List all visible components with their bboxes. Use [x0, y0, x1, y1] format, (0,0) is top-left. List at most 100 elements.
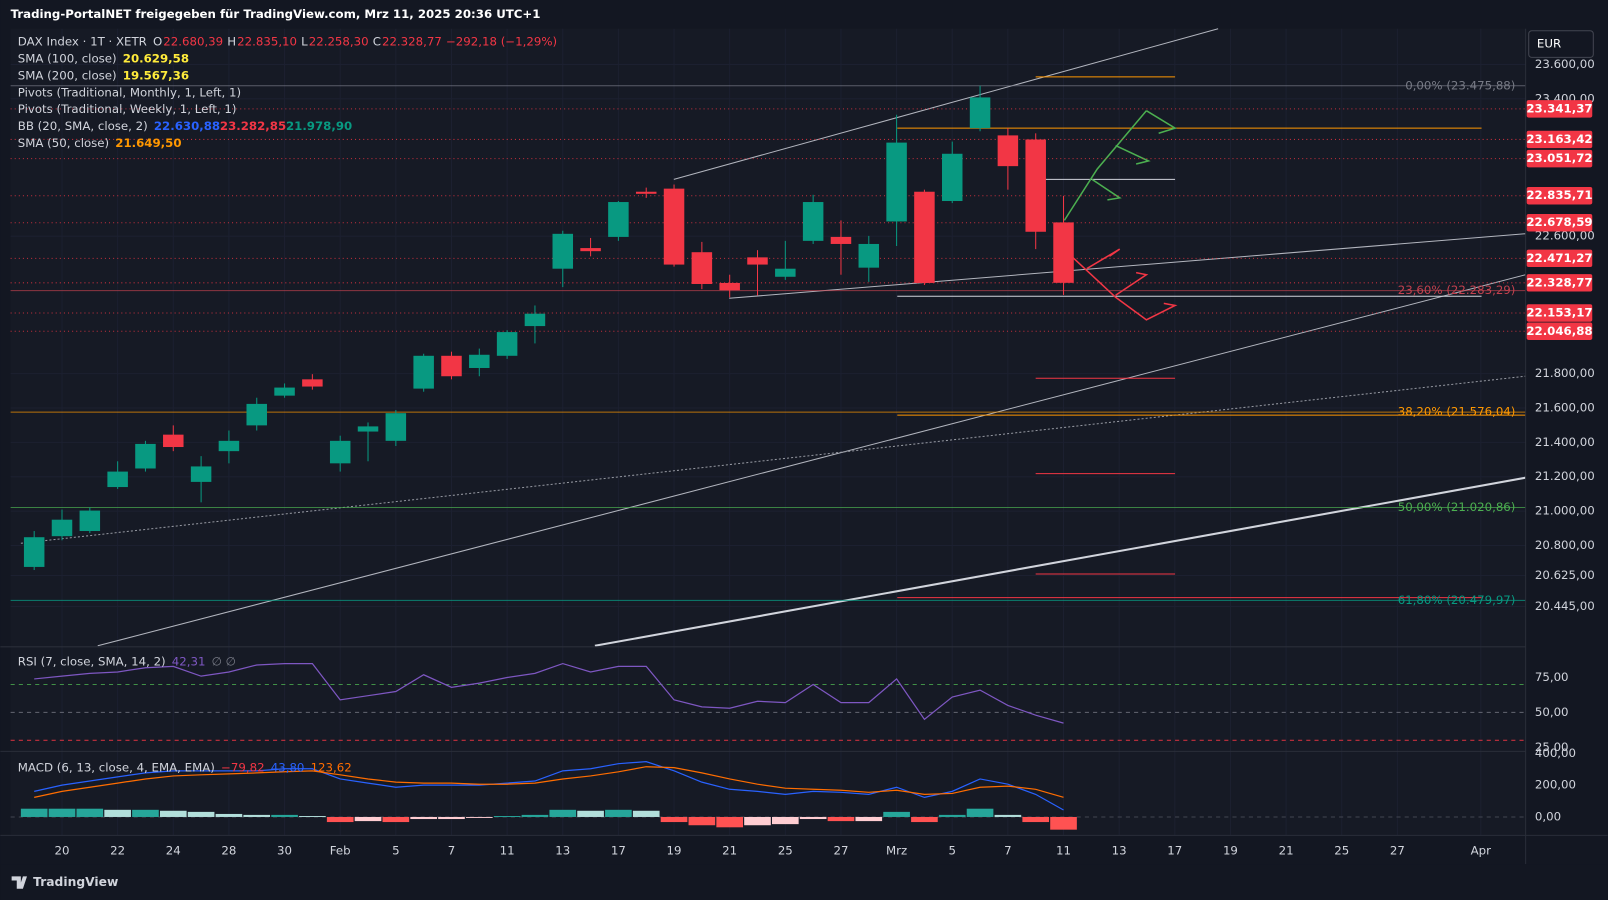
legend-indicator-value: 21.649,50	[115, 136, 181, 150]
legend-ohlc-value: 22.258,30	[309, 35, 369, 49]
candle-body	[107, 471, 128, 488]
macd-histogram-bar	[410, 816, 437, 820]
x-tick-label: 11	[1056, 843, 1071, 857]
macd-histogram-bar	[215, 813, 243, 817]
currency-label[interactable]: EUR	[1537, 37, 1561, 51]
macd-histogram-bar	[493, 816, 521, 817]
macd-histogram-bar	[438, 816, 465, 820]
candle-body	[830, 236, 852, 244]
candle-body	[663, 188, 685, 265]
candle-body	[580, 248, 601, 252]
macd-histogram-bar	[299, 816, 326, 817]
price-tag	[1526, 249, 1593, 268]
projection-arrow	[1071, 248, 1178, 321]
brand-name: TradingView	[33, 875, 118, 889]
x-tick-label: Feb	[330, 843, 351, 857]
y-tick-label: 25,00	[1535, 740, 1569, 754]
macd-histogram-bar	[605, 809, 632, 817]
x-tick-label: 25	[1334, 843, 1349, 857]
y-tick-label: 20.800,00	[1535, 538, 1595, 552]
candle-body	[163, 434, 184, 448]
legend-ohlc-key: H	[227, 35, 236, 49]
x-tick-label: 19	[1223, 843, 1238, 857]
x-tick-label: 27	[833, 843, 848, 857]
y-tick-label: 21.600,00	[1535, 401, 1595, 415]
macd-histogram-bar	[855, 816, 883, 822]
y-tick-label: 50,00	[1535, 705, 1569, 719]
y-tick-label: 21.200,00	[1535, 469, 1595, 483]
legend-indicator-value: 23.282,85	[220, 119, 286, 133]
legend-indicator: SMA (200, close)	[18, 68, 117, 82]
candle-body	[1053, 222, 1074, 283]
candle-body	[858, 243, 880, 268]
candle-body	[914, 191, 935, 283]
legend-indicator: Pivots (Traditional, Weekly, 1, Left, 1)	[18, 102, 237, 116]
price-tag-label: 23.051,72	[1526, 151, 1592, 165]
macd-histogram-bar	[243, 814, 271, 817]
fib-label: 0,00% (23.475,88)	[1405, 78, 1515, 92]
price-tag	[1526, 274, 1593, 292]
legend-indicator-value: 43,80	[271, 760, 305, 774]
x-tick-label: 7	[448, 843, 456, 857]
candle-body	[552, 233, 574, 269]
macd-histogram-bar	[883, 811, 910, 817]
price-tag	[1526, 149, 1593, 168]
macd-histogram-bar	[549, 809, 577, 817]
fib-label: 23,60% (22.283,29)	[1398, 283, 1516, 297]
legend-indicator: SMA (100, close)	[18, 51, 117, 65]
candle-body	[997, 135, 1019, 167]
rsi-line	[34, 662, 1064, 724]
macd-histogram-bar	[716, 816, 744, 828]
legend-indicator-value: 20.629,58	[123, 51, 189, 65]
candle-body	[886, 142, 907, 222]
candle-body	[635, 191, 657, 194]
candle-body	[1025, 139, 1046, 232]
x-tick-label: 5	[392, 843, 400, 857]
footer	[0, 864, 1608, 900]
macd-line	[34, 760, 1064, 811]
candle-body	[51, 519, 73, 537]
legend-symbol: DAX Index · 1T · XETR	[18, 35, 147, 49]
legend-indicator-value: 123,62	[311, 760, 352, 774]
candle-body	[747, 257, 768, 265]
legend-indicator-value: −79,82	[221, 760, 265, 774]
macd-histogram-bar	[20, 808, 48, 817]
legend-indicator-value: 21.978,90	[286, 119, 352, 133]
candle-body	[802, 202, 824, 241]
trend-line	[97, 274, 1526, 647]
legend-indicator-value: ∅ ∅	[212, 655, 236, 669]
macd-histogram-bar	[159, 810, 187, 817]
price-tag-label: 22.153,17	[1526, 305, 1592, 319]
legend-indicator: RSI (7, close, SMA, 14, 2)	[18, 655, 166, 669]
y-tick-label: 23.600,00	[1535, 57, 1595, 71]
projection-arrow	[1063, 110, 1177, 221]
candle-body	[246, 403, 267, 426]
candle-body	[413, 355, 434, 389]
brand-logo	[11, 876, 28, 889]
macd-histogram-bar	[48, 808, 76, 817]
legend-ohlc-value: 22.328,77	[382, 35, 442, 49]
macd-histogram-bar	[76, 808, 104, 817]
macd-histogram-bar	[187, 811, 215, 817]
candle-body	[469, 354, 490, 368]
legend-indicator: Pivots (Traditional, Monthly, 1, Left, 1…	[18, 85, 241, 99]
macd-histogram-bar	[1050, 816, 1077, 830]
macd-histogram-bar	[465, 816, 493, 818]
y-tick-label: 75,00	[1535, 670, 1569, 684]
candle-body	[357, 426, 379, 432]
x-tick-label: 27	[1390, 843, 1405, 857]
price-tag-label: 23.163,42	[1526, 132, 1592, 146]
macd-histogram-bar	[271, 814, 298, 817]
fib-label: 50,00% (21.020,86)	[1398, 500, 1516, 514]
x-tick-label: 21	[1279, 843, 1294, 857]
macd-histogram-bar	[660, 816, 688, 823]
currency-button[interactable]	[1528, 30, 1594, 58]
macd-histogram-bar	[104, 809, 131, 817]
x-tick-label: 17	[1167, 843, 1182, 857]
candle-body	[79, 510, 101, 532]
candle-body	[441, 355, 462, 377]
legend-ohlc-key: O	[153, 35, 162, 49]
header-title: Trading-PortalNET freigegeben für Tradin…	[11, 7, 541, 21]
x-tick-label: 22	[110, 843, 125, 857]
price-tag-label: 23.341,37	[1526, 101, 1592, 115]
